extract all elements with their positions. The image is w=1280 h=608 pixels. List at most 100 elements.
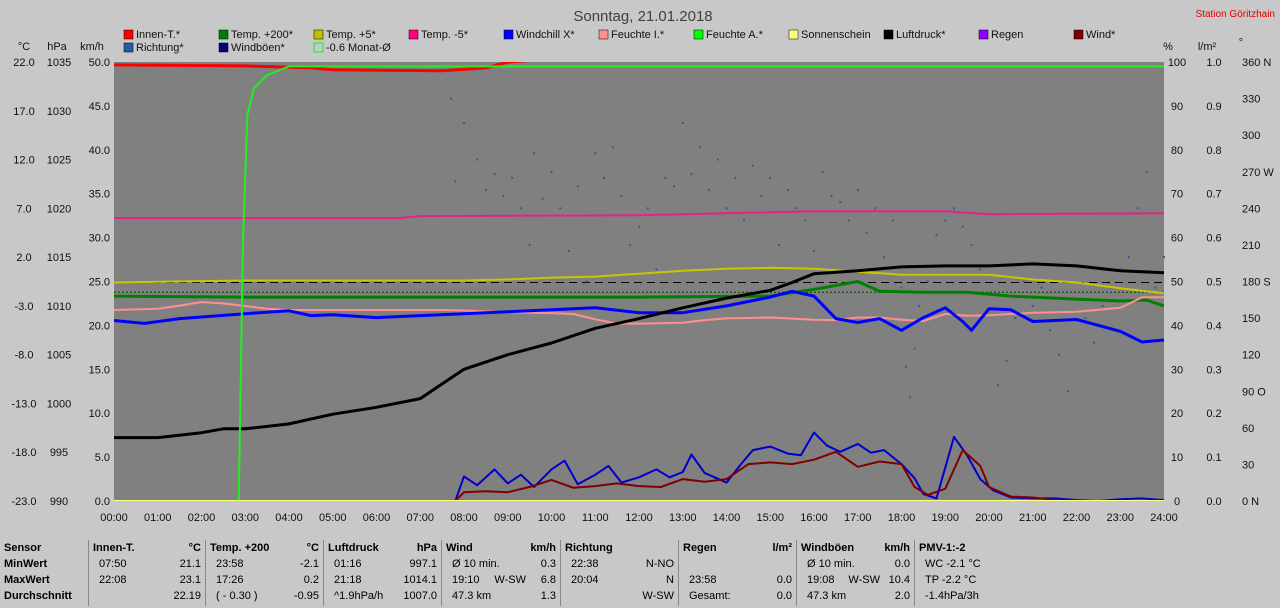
legend-swatch xyxy=(313,42,324,53)
direction-point xyxy=(1049,329,1052,332)
direction-point xyxy=(760,195,763,198)
direction-point xyxy=(533,152,535,155)
stats-cell: WC -2.1 °C xyxy=(925,558,981,570)
direction-point xyxy=(463,121,465,124)
stats-cell: 22:38 xyxy=(571,558,599,570)
rain-tick-label: 0.4 xyxy=(1206,320,1221,332)
stats-cell: 19:10 xyxy=(452,574,480,586)
direction-point xyxy=(883,256,885,259)
stats-header: Sensor xyxy=(4,540,88,556)
stats-cell: 23:58 xyxy=(689,574,717,586)
stats-cell xyxy=(565,590,571,602)
legend-swatch xyxy=(218,29,229,40)
time-tick-label: 15:00 xyxy=(756,512,784,524)
direction-point xyxy=(716,158,719,161)
stats-value: W-SW xyxy=(642,590,674,602)
time-tick-label: 20:00 xyxy=(975,512,1003,524)
weather-chart: Innen-T.* Temp. +200* Temp. +5* Temp. -5* Wi… xyxy=(11,8,1275,524)
legend-label: Windböen* xyxy=(231,42,286,54)
stats-value: 1014.1 xyxy=(403,574,437,586)
stats-column: PMV-1:-2 WC -2.1 °C TP -2.2 °C -1.4hPa/3h xyxy=(914,540,1014,606)
direction-tick-label: 330 xyxy=(1242,94,1260,106)
pressure-tick-label: 990 xyxy=(50,496,68,508)
direction-point xyxy=(725,207,728,210)
legend-label: Richtung* xyxy=(136,42,184,54)
pressure-tick-label: 1035 xyxy=(47,57,71,69)
stats-value: 0.0 xyxy=(776,574,792,586)
direction-point xyxy=(511,176,514,179)
series-layer xyxy=(114,62,1165,501)
stats-value: 23.1 xyxy=(179,574,201,586)
temp-tick-label: 7.0 xyxy=(16,203,31,215)
stats-column: Luftdruck hPa 01:16 997.1 21:18 1014.1 ^1.9hPa… xyxy=(323,540,441,606)
stats-cell xyxy=(683,558,689,570)
stats-cell xyxy=(93,590,99,602)
stats-row: WC -2.1 °C xyxy=(919,556,1014,572)
pressure-tick-label: 1015 xyxy=(47,252,71,264)
legend-swatch xyxy=(788,29,799,40)
direction-point xyxy=(1154,286,1157,289)
pressure-tick-label: 1010 xyxy=(47,301,71,313)
series-line xyxy=(114,210,1164,220)
series-line xyxy=(114,65,1164,501)
stats-direction: W-SW xyxy=(848,574,880,586)
stats-cell: 20:04 xyxy=(571,574,599,586)
direction-point xyxy=(699,146,702,149)
time-tick-label: 00:00 xyxy=(100,512,128,524)
stats-header-label: Sensor xyxy=(4,542,42,554)
direction-point xyxy=(856,189,859,192)
stats-header-label: Temp. +200 xyxy=(210,542,270,554)
stats-header: Regen l/m² xyxy=(683,540,796,556)
direction-point xyxy=(979,268,982,271)
series-line xyxy=(114,280,1164,308)
stats-value: -2.1 xyxy=(300,558,319,570)
pressure-tick-label: 995 xyxy=(50,447,68,459)
stats-column: Sensor MinWert MaxWert Durchschnitt xyxy=(0,540,88,606)
direction-point xyxy=(476,158,479,161)
legend-label: Innen-T.* xyxy=(136,29,181,41)
speed-tick-label: 30.0 xyxy=(89,233,110,245)
stats-cell: 21:18 xyxy=(334,574,362,586)
direction-tick-label: 0 N xyxy=(1242,496,1259,508)
axes: °C hPa km/h% l/m² ° 22.0 17.0 12.0 7.0 2.0 -3.0 -8.… xyxy=(11,37,1274,524)
direction-point xyxy=(502,195,505,198)
time-tick-label: 14:00 xyxy=(713,512,741,524)
series-line xyxy=(454,449,1164,501)
direction-point xyxy=(778,243,780,246)
axis-unit-rain: l/m² xyxy=(1198,41,1217,53)
direction-point xyxy=(484,189,487,192)
stats-value: 10.4 xyxy=(888,574,910,586)
direction-point xyxy=(493,173,496,176)
legend-swatch xyxy=(123,42,134,53)
direction-point xyxy=(821,170,824,173)
rain-tick-label: 0.7 xyxy=(1206,189,1221,201)
stats-value: 1007.0 xyxy=(403,590,437,602)
direction-point xyxy=(1136,207,1139,210)
direction-point xyxy=(926,280,929,283)
speed-tick-label: 45.0 xyxy=(89,101,110,113)
stats-header-label: Innen-T. xyxy=(93,542,135,554)
direction-point xyxy=(1005,359,1008,362)
chart-title: Sonntag, 21.01.2018 xyxy=(573,8,712,25)
direction-point xyxy=(681,121,684,124)
time-tick-label: 17:00 xyxy=(844,512,872,524)
direction-point xyxy=(611,146,614,149)
direction-point xyxy=(454,180,457,183)
stats-value: N xyxy=(666,574,674,586)
stats-cell: 47.3 km xyxy=(807,590,847,602)
pressure-tick-label: 1005 xyxy=(47,350,71,362)
time-tick-label: 07:00 xyxy=(406,512,434,524)
stats-row: 22:08 23.1 xyxy=(93,572,205,588)
pressure-tick-label: 1000 xyxy=(47,398,71,410)
direction-point xyxy=(664,176,667,179)
stats-cell: 19:08 xyxy=(807,574,835,586)
stats-column: Innen-T. °C 07:50 21.1 22:08 23.1 22.19 xyxy=(88,540,205,606)
time-tick-label: 19:00 xyxy=(931,512,959,524)
stats-row: -1.4hPa/3h xyxy=(919,588,1014,604)
time-tick-label: 23:00 xyxy=(1106,512,1134,524)
stats-header-label: Luftdruck xyxy=(328,542,379,554)
direction-point xyxy=(874,207,877,210)
direction-point xyxy=(786,189,789,192)
direction-tick-label: 210 xyxy=(1242,240,1260,252)
direction-point xyxy=(751,164,754,167)
